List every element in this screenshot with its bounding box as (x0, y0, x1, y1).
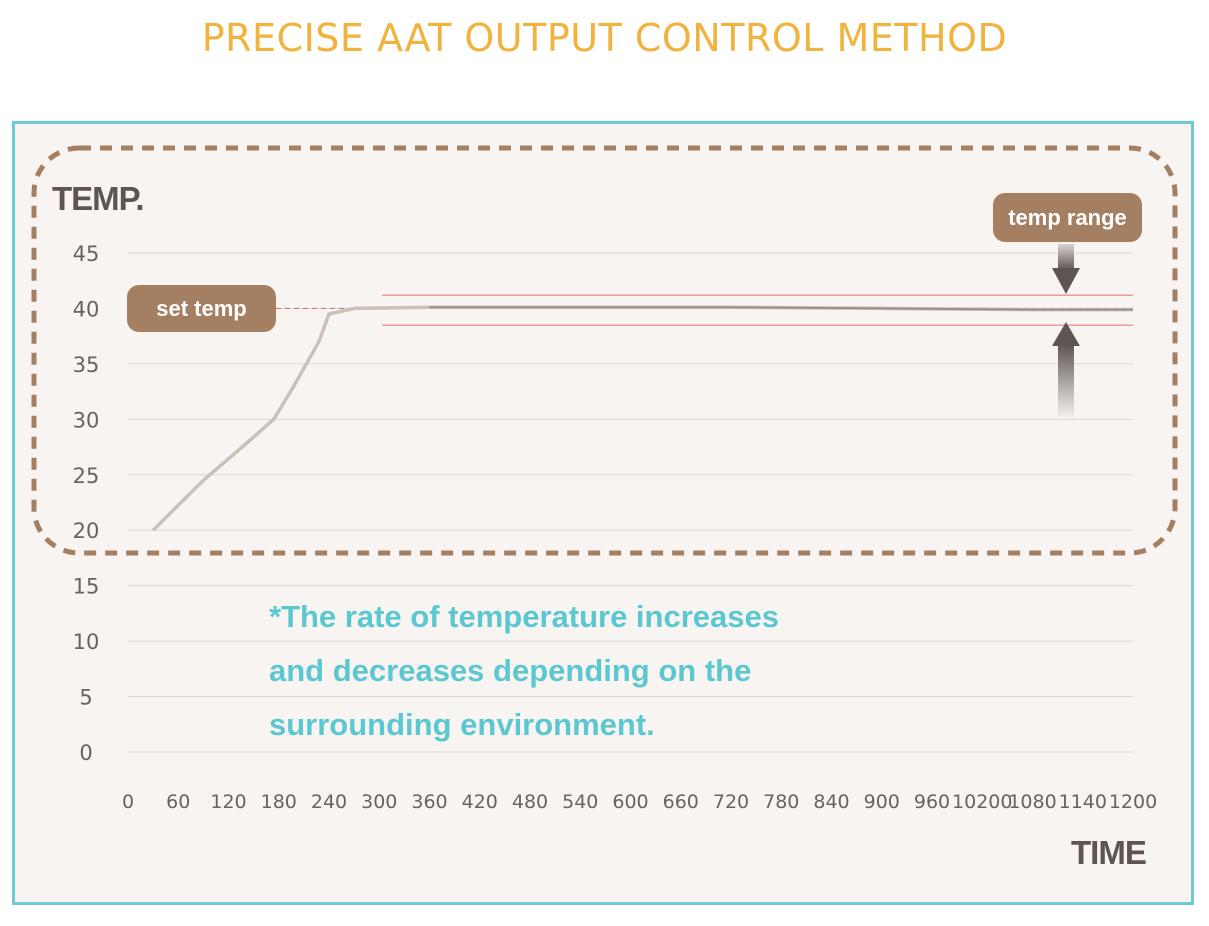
set-temp-tag: set temp (127, 285, 276, 332)
y-tick-label: 30 (73, 408, 100, 432)
x-tick-label: 240 (311, 791, 347, 813)
arrow-up-icon (1052, 322, 1080, 418)
temp-range-tag: temp range (993, 193, 1142, 242)
x-tick-label: 1140 (1059, 791, 1107, 813)
x-tick-label: 120 (210, 791, 246, 813)
x-tick-label: 180 (261, 791, 297, 813)
x-tick-label: 360 (411, 791, 447, 813)
x-tick-label: 960 (914, 791, 950, 813)
environment-note: *The rate of temperature increases and d… (269, 590, 909, 752)
x-tick-label: 0 (122, 791, 134, 813)
chart-panel (12, 121, 1194, 905)
note-line: surrounding environment. (269, 707, 655, 742)
arrow-down-icon (1052, 244, 1080, 294)
x-tick-label: 780 (763, 791, 799, 813)
x-tick-label: 420 (462, 791, 498, 813)
y-axis-title: TEMP. (52, 180, 145, 217)
x-tick-labels: 0 60 120 180 240 300 360 420 480 540 600 660 720 780 8… (122, 791, 1157, 813)
y-tick-label: 5 (79, 686, 92, 710)
y-tick-label: 35 (73, 353, 100, 377)
x-tick-label: 900 (864, 791, 900, 813)
y-tick-label: 0 (79, 741, 92, 765)
grid-lines (128, 252, 1133, 753)
temperature-curve (151, 305, 1133, 532)
x-tick-label: 1200 (1109, 791, 1157, 813)
x-tick-label: 600 (612, 791, 648, 813)
x-tick-label: 10200 (952, 791, 1012, 813)
x-axis-title: TIME (1071, 834, 1147, 871)
x-tick-label: 60 (166, 791, 190, 813)
note-line: and decreases depending on the (269, 653, 752, 688)
y-tick-label: 10 (73, 630, 100, 654)
y-tick-label: 45 (73, 242, 100, 266)
y-tick-label: 15 (73, 575, 100, 599)
highlight-region (31, 145, 1178, 556)
x-tick-label: 1080 (1008, 791, 1056, 813)
x-tick-label: 300 (361, 791, 397, 813)
note-line: *The rate of temperature increases (269, 599, 779, 634)
temp-range-lines (382, 294, 1133, 326)
x-tick-label: 540 (562, 791, 598, 813)
page-title: PRECISE AAT OUTPUT CONTROL METHOD (201, 16, 1008, 60)
y-tick-label: 20 (73, 519, 100, 543)
x-tick-label: 480 (512, 791, 548, 813)
y-tick-label: 40 (73, 297, 100, 321)
x-tick-label: 840 (813, 791, 849, 813)
x-tick-label: 720 (713, 791, 749, 813)
y-tick-label: 25 (73, 464, 100, 488)
y-tick-labels: 45 40 35 30 25 20 15 10 5 0 (73, 242, 100, 765)
temperature-plateau (429, 306, 1133, 311)
x-tick-label: 660 (663, 791, 699, 813)
